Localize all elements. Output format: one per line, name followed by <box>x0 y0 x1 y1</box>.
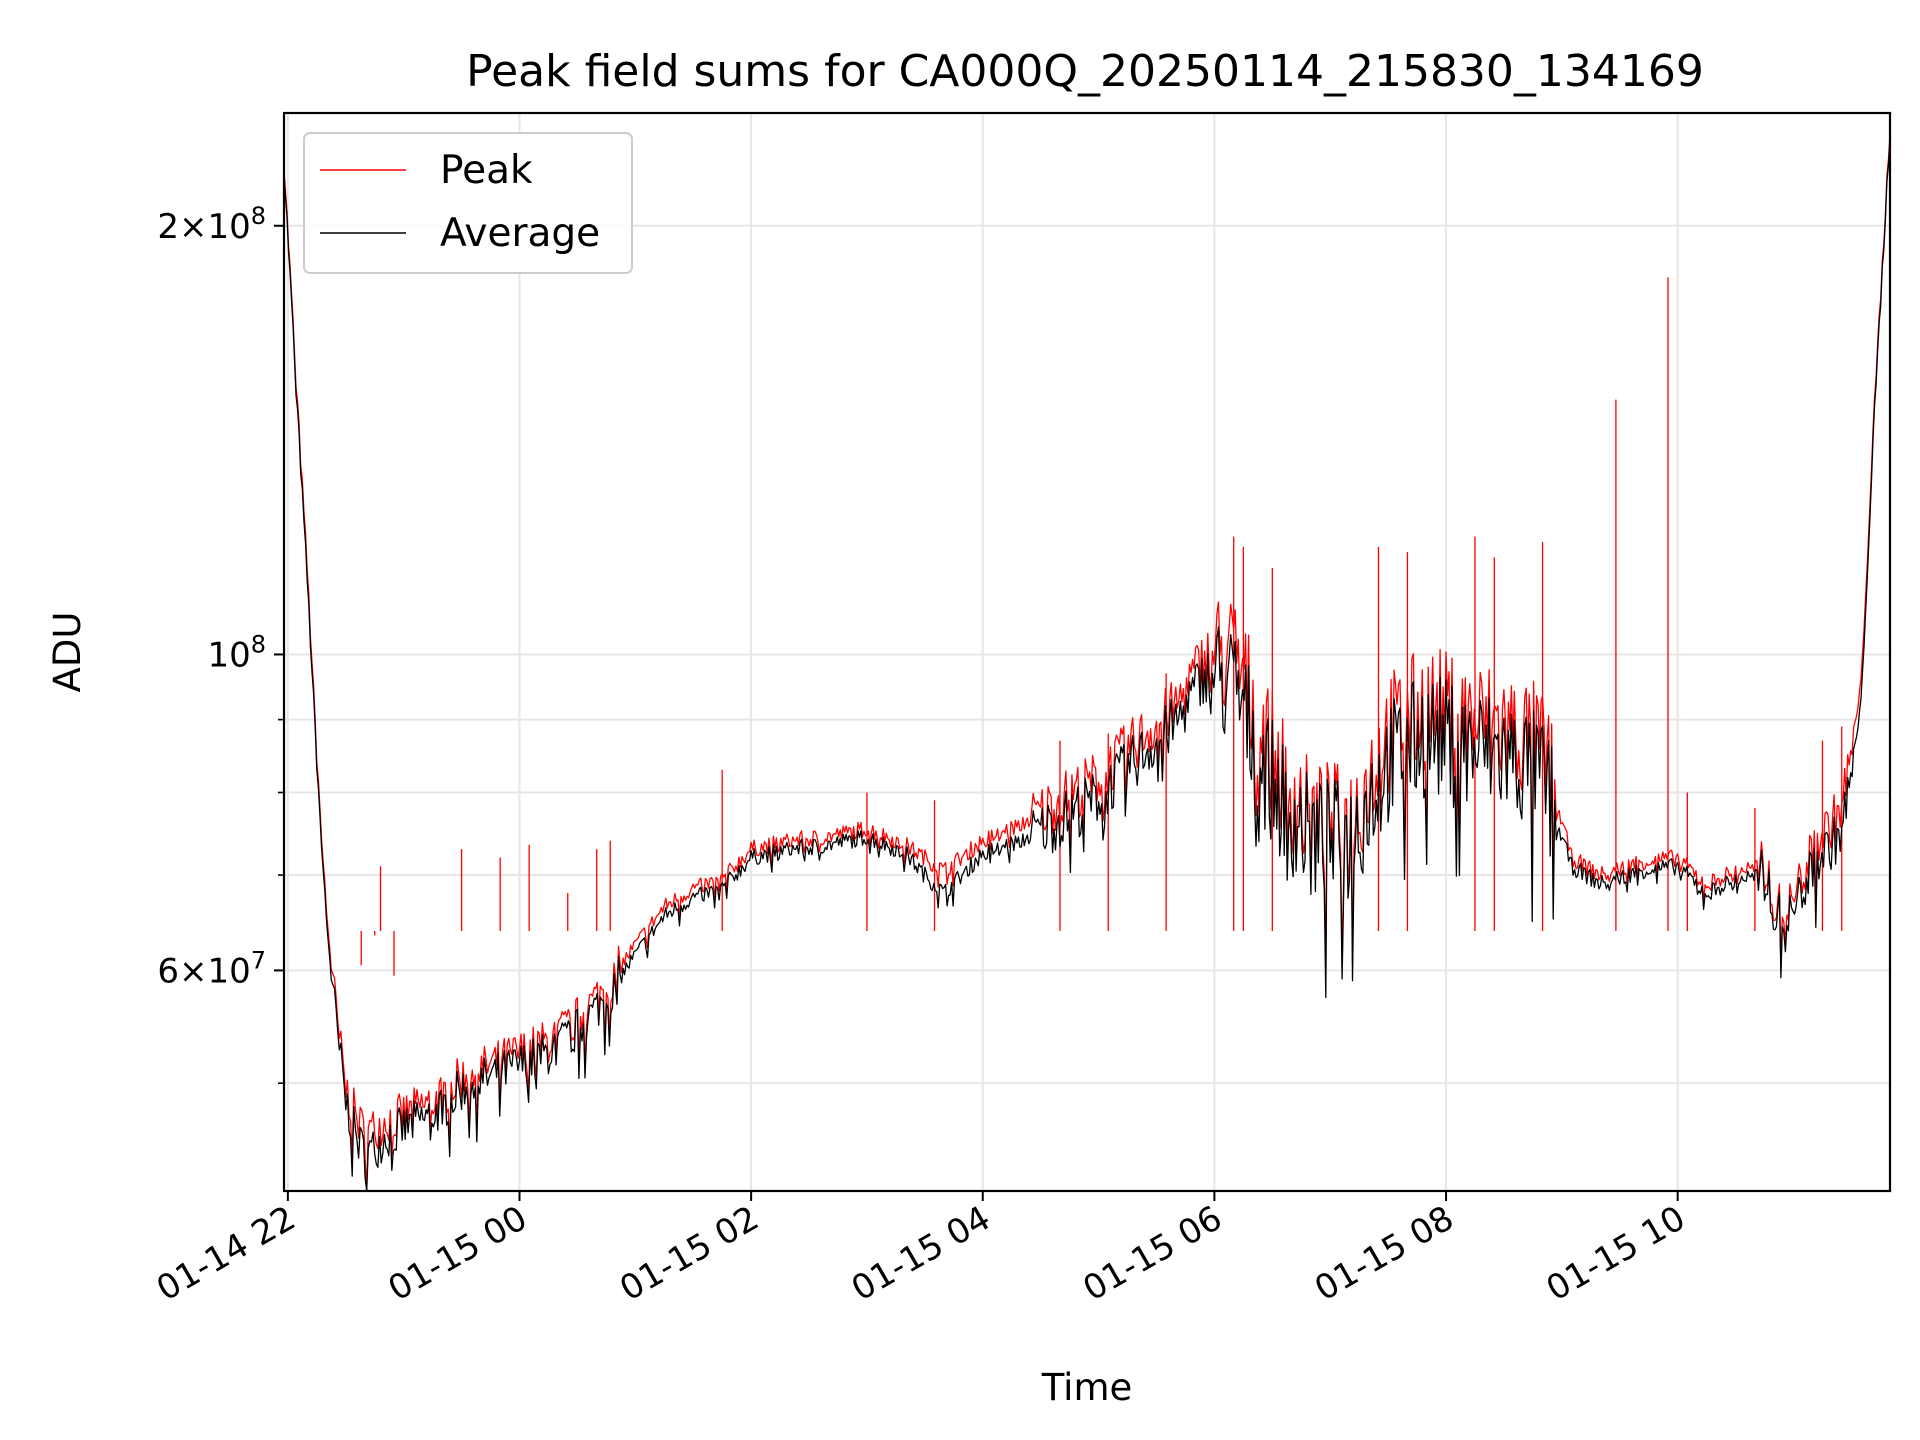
y-tick-label: 108 <box>207 630 266 675</box>
y-tick-label: 6×107 <box>157 946 266 991</box>
series-line-average <box>283 139 1891 1192</box>
y-axis-label: ADU <box>46 612 89 693</box>
legend: Peak Average <box>303 132 633 274</box>
chart-title: Peak field sums for CA000Q_20250114_2158… <box>466 46 1704 97</box>
legend-label-average: Average <box>440 211 600 256</box>
legend-label-peak: Peak <box>440 148 533 193</box>
plot-frame <box>282 111 1892 1193</box>
y-tick-label: 2×108 <box>157 202 266 247</box>
legend-box <box>303 132 633 274</box>
series-layer <box>283 133 1891 1192</box>
series-line-peak <box>283 133 1891 1191</box>
x-axis-label: Time <box>1041 1366 1133 1409</box>
